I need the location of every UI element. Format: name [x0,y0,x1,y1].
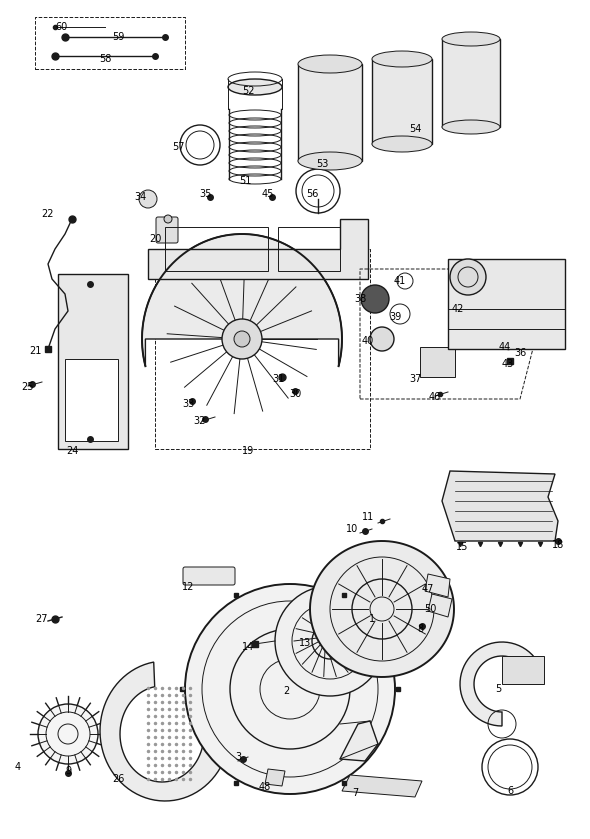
Polygon shape [342,775,422,797]
Text: 14: 14 [242,642,254,652]
Text: 54: 54 [409,124,421,134]
Text: 50: 50 [424,604,436,614]
Polygon shape [65,359,118,441]
Text: 24: 24 [66,446,78,456]
Text: 36: 36 [514,348,526,358]
Polygon shape [298,64,362,161]
Text: 41: 41 [394,276,406,286]
Ellipse shape [442,32,500,46]
Text: 21: 21 [29,346,41,356]
Text: 39: 39 [389,312,401,322]
Polygon shape [148,219,368,279]
Text: 26: 26 [112,774,124,784]
Circle shape [222,319,262,359]
Polygon shape [502,656,544,684]
Text: 11: 11 [362,512,374,522]
Text: 18: 18 [552,540,564,550]
Text: 45: 45 [262,189,274,199]
Text: 8: 8 [417,624,423,634]
Polygon shape [448,259,565,349]
Text: 52: 52 [242,86,254,96]
Text: 53: 53 [316,159,328,169]
Ellipse shape [139,190,157,208]
Text: 22: 22 [42,209,54,219]
Text: 48: 48 [259,782,271,792]
Polygon shape [142,234,342,366]
Text: 31: 31 [272,374,284,384]
Text: 32: 32 [194,416,206,426]
Text: 33: 33 [182,399,194,409]
Text: 19: 19 [242,446,254,456]
Polygon shape [442,471,558,541]
Text: 42: 42 [452,304,464,314]
Text: 9: 9 [65,766,71,776]
Circle shape [450,259,486,295]
Ellipse shape [298,152,362,170]
Text: 12: 12 [182,582,194,592]
Circle shape [164,215,172,223]
Polygon shape [425,574,450,597]
FancyBboxPatch shape [156,217,178,243]
Text: 2: 2 [283,686,289,696]
Text: 15: 15 [456,542,468,552]
Ellipse shape [298,55,362,73]
Text: 34: 34 [134,192,146,202]
Ellipse shape [442,120,500,134]
Text: 20: 20 [149,234,161,244]
Text: 43: 43 [502,359,514,369]
Polygon shape [340,721,378,761]
Polygon shape [428,594,452,617]
Text: 4: 4 [15,762,21,772]
Text: 44: 44 [499,342,511,352]
Text: 27: 27 [36,614,48,624]
Text: 47: 47 [422,584,434,594]
Circle shape [361,285,389,313]
Text: 38: 38 [354,294,366,304]
Text: 13: 13 [299,638,311,648]
Polygon shape [420,347,455,377]
Text: 46: 46 [429,392,441,402]
Text: 1: 1 [369,614,375,624]
Polygon shape [460,642,544,726]
Text: 5: 5 [495,684,501,694]
Text: 56: 56 [306,189,318,199]
Text: 10: 10 [346,524,358,534]
Text: 6: 6 [507,786,513,796]
Circle shape [185,584,395,794]
Circle shape [275,586,385,696]
Polygon shape [442,39,500,127]
Polygon shape [265,769,285,786]
Text: 57: 57 [172,142,184,152]
Text: 60: 60 [56,22,68,32]
Text: 30: 30 [289,389,301,399]
Polygon shape [100,662,229,801]
Polygon shape [58,274,128,449]
Text: 25: 25 [22,382,34,392]
Polygon shape [310,541,454,677]
Text: 3: 3 [235,752,241,762]
Text: 59: 59 [112,32,124,42]
Text: 7: 7 [352,788,358,798]
Text: 58: 58 [99,54,111,64]
Ellipse shape [372,51,432,67]
Circle shape [322,633,338,649]
Text: 37: 37 [409,374,421,384]
Circle shape [234,331,250,347]
Polygon shape [372,59,432,144]
FancyBboxPatch shape [183,567,235,585]
Ellipse shape [372,136,432,152]
Ellipse shape [228,79,282,95]
Circle shape [38,704,98,764]
Text: 35: 35 [199,189,211,199]
Text: 40: 40 [362,336,374,346]
Text: 51: 51 [239,176,251,186]
Circle shape [370,327,394,351]
